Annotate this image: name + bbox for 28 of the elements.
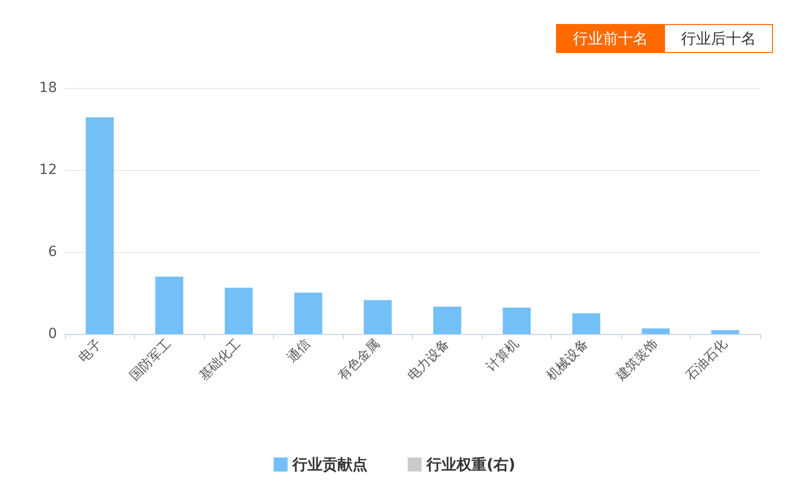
- bar: [642, 328, 670, 334]
- y-tick-label: 0: [48, 326, 57, 342]
- bar: [86, 117, 114, 334]
- bar: [224, 288, 253, 334]
- x-tick-label: 石油石化: [683, 336, 731, 384]
- x-tick-label: 国防军工: [127, 336, 175, 384]
- x-tick-label: 通信: [284, 336, 314, 366]
- x-tick-label: 基础化工: [196, 336, 244, 384]
- bar: [294, 292, 322, 334]
- bar: [433, 306, 462, 334]
- x-tick-label: 计算机: [484, 336, 522, 375]
- x-tick-label: 电力设备: [405, 336, 453, 384]
- legend-label: 行业贡献点: [292, 456, 368, 474]
- x-tick-label: 有色金属: [336, 336, 384, 384]
- x-tick-label: 电子: [76, 336, 106, 366]
- bar: [364, 300, 392, 334]
- bar: [155, 276, 184, 334]
- text: 行业后十名: [681, 30, 756, 48]
- legend-label: 行业权重(右): [426, 456, 516, 474]
- x-tick-label: 机械设备: [544, 336, 592, 384]
- y-tick-label: 6: [48, 244, 58, 260]
- text: 行业前十名: [573, 30, 648, 48]
- bar: [502, 308, 531, 334]
- y-tick-label: 12: [39, 162, 57, 178]
- y-tick-label: 18: [39, 80, 57, 96]
- bar: [711, 330, 740, 334]
- bar: [572, 313, 600, 334]
- x-tick-label: 建筑装饰: [612, 336, 662, 385]
